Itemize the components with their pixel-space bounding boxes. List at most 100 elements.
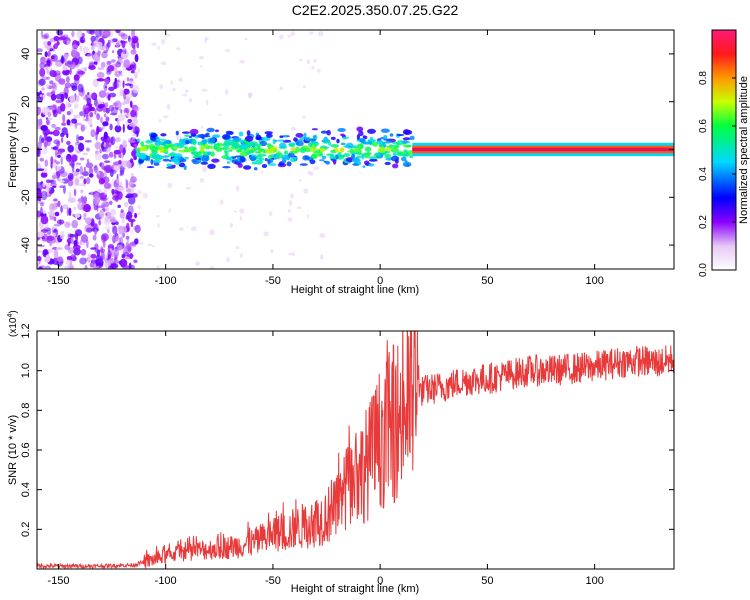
snr-panel: -150 -100 -50 0 50 100 0.2 0.4 0.6 0.8 1.0 1.2 Hei… [7,310,675,595]
snr-x-label: Height of straight line (km) [291,583,419,595]
noise-blob [64,62,70,66]
noise-blob [66,140,71,146]
faint-noise-blob [236,185,240,192]
noise-blob [49,179,57,184]
band-blob [267,158,271,165]
faint-noise-blob [163,115,169,119]
band-blob [256,145,261,150]
faint-noise-blob [156,215,160,218]
noise-blob [66,207,69,217]
noise-blob [49,80,54,85]
noise-blob [100,251,105,260]
noise-blob [71,154,78,162]
noise-blob [126,77,130,82]
faint-noise-blob [220,199,224,206]
noise-blob [83,178,87,185]
noise-blob [41,236,45,240]
noise-blob [127,205,134,215]
noise-blob [74,213,81,218]
noise-blob [88,167,94,175]
faint-noise-blob [263,231,269,237]
band-blob [152,159,161,164]
noise-blob [73,175,81,183]
band-blob [328,156,337,159]
noise-blob [56,256,63,263]
noise-blob [86,30,94,34]
noise-blob [71,118,78,124]
noise-blob [105,206,110,212]
band-blob [384,161,391,166]
noise-blob [54,149,58,158]
noise-blob [109,208,117,216]
band-blob [249,156,257,162]
noise-blob [120,209,124,213]
noise-blob [99,148,102,154]
band-blob [302,155,310,161]
noise-blob [56,140,61,147]
tone-core [412,147,674,152]
noise-blob [112,102,118,107]
noise-blob [63,69,71,73]
noise-blob [90,45,95,51]
snr-y-tick-label: 0.2 [20,522,32,537]
noise-blob [60,156,63,165]
faint-noise-blob [226,257,230,263]
band-blob [183,165,187,171]
noise-blob [116,78,122,89]
noise-blob [64,265,73,269]
noise-blob [111,188,115,195]
band-blob [239,156,246,163]
noise-blob [122,123,125,133]
band-blob [157,141,165,145]
noise-blob [41,137,45,144]
noise-blob [78,242,86,245]
band-blob [243,165,252,170]
noise-blob [104,160,111,163]
noise-blob [82,46,89,54]
noise-blob [123,91,126,100]
band-blob [359,138,366,143]
noise-blob [60,137,64,143]
band-blob [221,134,231,140]
band-blob [320,130,328,134]
band-blob [175,130,179,136]
noise-blob [131,85,140,94]
noise-blob [64,53,69,59]
noise-blob [105,78,110,85]
snr-y-label: SNR (10 * v/v) [7,415,19,485]
faint-noise-blob [147,243,153,247]
noise-blob [84,140,92,143]
band-blob [340,142,346,146]
noise-blob [115,73,124,77]
faint-noise-blob [209,266,214,269]
snr-x-axis: -150 -100 -50 0 50 100 [47,331,604,587]
noise-blob [74,144,78,153]
noise-blob [82,171,89,177]
noise-blob [102,153,109,160]
noise-blob [136,41,140,49]
band-blob [289,150,298,154]
band-blob [309,138,317,142]
noise-blob [71,30,75,38]
faint-noise-blob [168,208,171,213]
faint-noise-blob [170,80,173,85]
faint-noise-blob [317,31,324,37]
noise-blob [47,41,52,46]
band-blob [330,136,336,140]
spectrogram-heatmap [37,30,674,269]
band-blob [402,161,412,167]
band-blob [282,155,289,160]
noise-blob [95,258,104,267]
faint-noise-blob [200,65,203,68]
faint-noise-blob [159,84,164,90]
noise-blob [41,238,49,242]
faint-noise-blob [158,119,162,123]
noise-blob [46,138,51,147]
band-blob [169,152,176,157]
noise-blob [92,234,97,241]
noise-blob [68,263,74,269]
noise-blob [59,171,68,178]
band-blob [265,148,274,154]
band-blob [240,143,247,150]
noise-blob [44,51,48,58]
